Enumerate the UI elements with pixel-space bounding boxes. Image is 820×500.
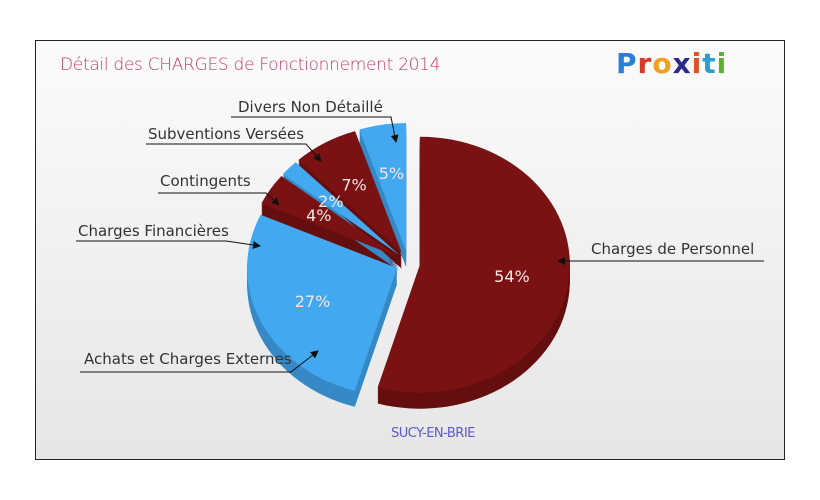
data-label: 27% [295, 292, 331, 311]
slice-charges-personnel [377, 136, 570, 393]
leader-line [158, 192, 280, 206]
category-label: Subventions Versées [148, 125, 304, 143]
slice-achats-charges-externes [247, 214, 398, 391]
category-label: Achats et Charges Externes [84, 350, 292, 368]
category-label: Charges de Personnel [591, 240, 754, 258]
chart-frame: Détail des CHARGES de Fonctionnement 201… [35, 40, 785, 460]
pie-chart: 54% 27% 4%2%7% 5% Charges de Personnel Achats… [76, 98, 764, 409]
data-label: 7% [341, 176, 366, 195]
leader-line [80, 350, 319, 373]
data-label: 4% [306, 206, 331, 225]
data-label: 5% [379, 164, 404, 183]
chart-title: Détail des CHARGES de Fonctionnement 201… [60, 55, 441, 75]
slice-contingents [282, 162, 400, 255]
category-label: Divers Non Détaillé [238, 98, 383, 116]
slice-charges-financieres [261, 175, 398, 257]
chart-subtitle: SUCY-EN-BRIE [391, 426, 475, 441]
data-label: 2% [318, 192, 343, 211]
category-label: Contingents [160, 172, 251, 190]
slice-subventions-versees [298, 131, 402, 253]
proxiti-logo: Proxiti [616, 47, 728, 80]
leader-line [146, 143, 322, 162]
leader-line [231, 116, 399, 143]
slice-divers-non-detaille [359, 123, 407, 252]
data-label: 54% [494, 267, 530, 286]
leader-line [76, 240, 261, 249]
category-label: Charges Financières [78, 222, 229, 240]
